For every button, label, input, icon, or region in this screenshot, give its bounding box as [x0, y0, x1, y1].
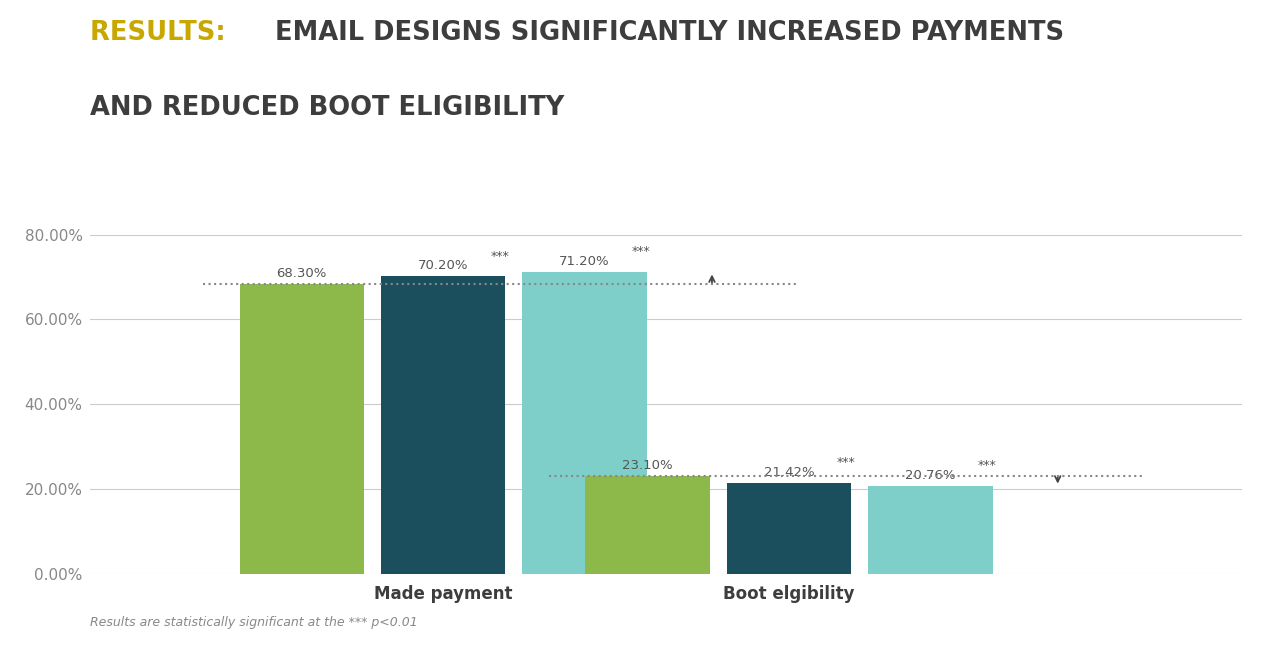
Bar: [868, 486, 993, 574]
Text: 68.30%: 68.30%: [276, 267, 326, 280]
Text: ***: ***: [836, 456, 855, 469]
Text: Results are statistically significant at the *** p<0.01: Results are statistically significant at…: [90, 616, 417, 629]
Text: 70.20%: 70.20%: [419, 259, 468, 272]
Bar: [585, 476, 710, 574]
Text: ***: ***: [632, 245, 650, 258]
Text: RESULTS:: RESULTS:: [90, 20, 234, 46]
Text: ***: ***: [490, 250, 509, 263]
Text: 21.42%: 21.42%: [764, 466, 814, 479]
Bar: [522, 272, 646, 574]
Text: 23.10%: 23.10%: [622, 458, 673, 471]
Text: 71.20%: 71.20%: [559, 255, 611, 268]
Bar: [727, 483, 851, 574]
Text: ***: ***: [978, 459, 996, 472]
Text: AND REDUCED BOOT ELIGIBILITY: AND REDUCED BOOT ELIGIBILITY: [90, 95, 564, 121]
Bar: [381, 276, 506, 574]
Bar: [239, 284, 364, 574]
Text: 20.76%: 20.76%: [905, 469, 956, 482]
Text: EMAIL DESIGNS SIGNIFICANTLY INCREASED PAYMENTS: EMAIL DESIGNS SIGNIFICANTLY INCREASED PA…: [275, 20, 1065, 46]
